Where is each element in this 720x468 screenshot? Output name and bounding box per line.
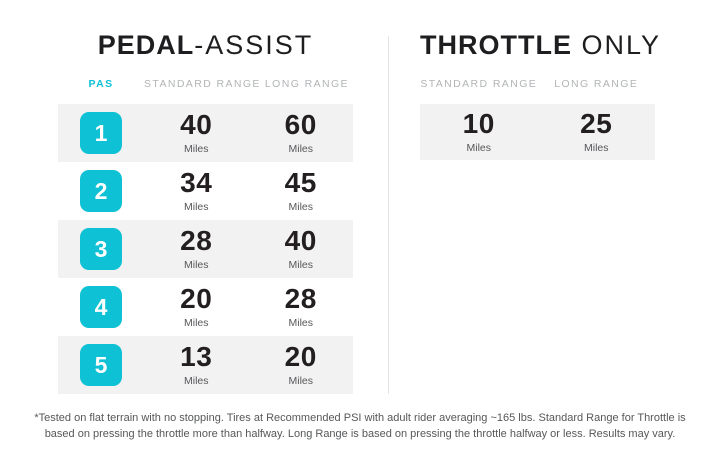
table-row: 3 28 Miles 40 Miles	[58, 220, 353, 278]
pas-level-badge: 2	[80, 170, 122, 212]
column-header-standard-range: STANDARD RANGE	[420, 78, 538, 90]
section-divider	[388, 36, 389, 394]
table-row: 4 20 Miles 28 Miles	[58, 278, 353, 336]
range-value: 20	[284, 341, 317, 372]
throttle-only-title-light: ONLY	[571, 30, 662, 60]
range-unit: Miles	[466, 142, 491, 154]
range-unit: Miles	[288, 201, 313, 213]
standard-range-cell: 28 Miles	[144, 225, 249, 272]
range-value: 60	[284, 109, 317, 140]
column-header-long-range: LONG RANGE	[554, 78, 639, 90]
range-value: 40	[284, 225, 317, 256]
range-unit: Miles	[288, 375, 313, 387]
pas-level-badge: 5	[80, 344, 122, 386]
range-value: 34	[180, 167, 213, 198]
range-value: 13	[180, 341, 213, 372]
pedal-assist-title-bold: PEDAL	[97, 30, 195, 60]
table-row: 5 13 Miles 20 Miles	[58, 336, 353, 394]
standard-range-cell: 34 Miles	[144, 167, 249, 214]
range-unit: Miles	[288, 143, 313, 155]
range-value: 10	[462, 108, 495, 139]
pas-level-badge: 1	[80, 112, 122, 154]
pas-level-badge: 3	[80, 228, 122, 270]
range-value: 25	[580, 108, 613, 139]
column-header-long-range: LONG RANGE	[264, 78, 349, 90]
long-range-cell: 25 Miles	[538, 108, 656, 155]
footnote-line-2: based on pressing the throttle more than…	[44, 428, 676, 440]
pas-level-badge: 4	[80, 286, 122, 328]
range-unit: Miles	[183, 143, 209, 155]
pedal-assist-title-light: -ASSIST	[194, 30, 314, 60]
range-unit: Miles	[183, 375, 209, 387]
long-range-cell: 60 Miles	[249, 109, 354, 156]
standard-range-cell: 40 Miles	[144, 109, 249, 156]
standard-range-cell: 13 Miles	[144, 341, 249, 388]
long-range-cell: 40 Miles	[249, 225, 354, 272]
range-value: 45	[284, 167, 317, 198]
table-row: 1 40 Miles 60 Miles	[58, 104, 353, 162]
long-range-cell: 20 Miles	[249, 341, 354, 388]
footnote-line-1: *Tested on flat terrain with no stopping…	[34, 412, 686, 424]
table-row: 10 Miles 25 Miles	[420, 104, 655, 160]
range-unit: Miles	[288, 259, 313, 271]
range-value: 20	[180, 283, 213, 314]
range-value: 28	[284, 283, 317, 314]
pedal-assist-header-row: PAS STANDARD RANGE LONG RANGE	[58, 78, 353, 90]
throttle-only-title: THROTTLE ONLY	[420, 28, 659, 62]
footnote: *Tested on flat terrain with no stopping…	[0, 410, 720, 442]
standard-range-cell: 10 Miles	[420, 108, 538, 155]
range-unit: Miles	[183, 317, 209, 329]
throttle-only-title-bold: THROTTLE	[420, 30, 572, 60]
table-row: 2 34 Miles 45 Miles	[58, 162, 353, 220]
throttle-only-section: THROTTLE ONLY STANDARD RANGE LONG RANGE …	[420, 28, 659, 160]
range-unit: Miles	[183, 259, 209, 271]
range-unit: Miles	[183, 201, 209, 213]
throttle-only-header-row: STANDARD RANGE LONG RANGE	[420, 78, 655, 90]
range-unit: Miles	[288, 317, 313, 329]
column-header-standard-range: STANDARD RANGE	[144, 78, 261, 90]
range-value: 40	[180, 109, 213, 140]
long-range-cell: 28 Miles	[249, 283, 354, 330]
range-value: 28	[180, 225, 213, 256]
range-unit: Miles	[583, 142, 609, 154]
pedal-assist-section: PEDAL-ASSIST PAS STANDARD RANGE LONG RAN…	[58, 28, 353, 394]
column-header-pas: PAS	[88, 78, 114, 90]
long-range-cell: 45 Miles	[249, 167, 354, 214]
pedal-assist-title: PEDAL-ASSIST	[58, 28, 353, 62]
standard-range-cell: 20 Miles	[144, 283, 249, 330]
